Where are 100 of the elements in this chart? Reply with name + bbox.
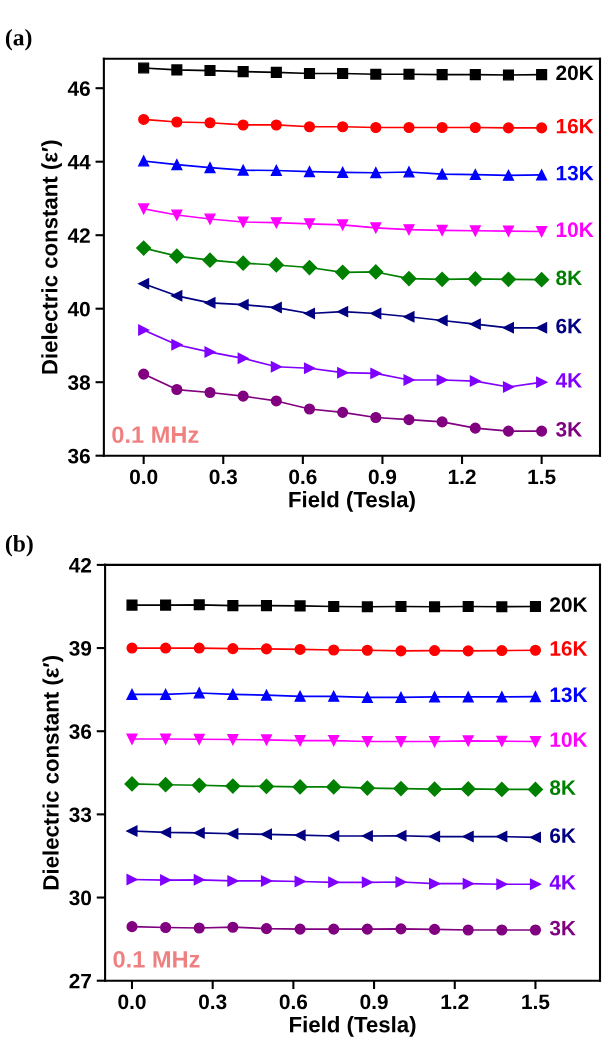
point bbox=[270, 164, 282, 177]
point bbox=[403, 374, 415, 386]
point bbox=[237, 216, 249, 228]
x-tick-label: 0.0 bbox=[130, 469, 158, 485]
point bbox=[138, 113, 150, 125]
series-label: 10K bbox=[556, 222, 594, 238]
series-label: 3K bbox=[556, 421, 582, 437]
point bbox=[303, 403, 316, 415]
point bbox=[171, 290, 183, 302]
point bbox=[303, 362, 316, 374]
point bbox=[270, 302, 282, 314]
point bbox=[429, 691, 441, 703]
point bbox=[529, 691, 542, 703]
y-tick-label: 39 bbox=[69, 641, 92, 656]
annotation: 0.1 MHz bbox=[112, 426, 199, 444]
point bbox=[270, 119, 282, 131]
point bbox=[500, 271, 517, 287]
y-tick-label: 46 bbox=[67, 81, 90, 96]
x-tick-label: 0.3 bbox=[199, 994, 227, 1010]
point bbox=[235, 255, 251, 271]
x-tick-label: 1.5 bbox=[522, 994, 550, 1010]
point bbox=[237, 164, 249, 176]
point bbox=[403, 311, 415, 323]
point bbox=[529, 735, 542, 748]
point bbox=[529, 878, 542, 890]
point bbox=[227, 875, 239, 887]
point bbox=[126, 688, 138, 700]
point bbox=[193, 922, 205, 934]
point bbox=[204, 297, 216, 309]
point bbox=[370, 167, 382, 179]
point bbox=[136, 240, 152, 256]
point bbox=[227, 688, 239, 700]
point bbox=[502, 225, 515, 237]
point bbox=[496, 924, 508, 936]
point bbox=[138, 62, 150, 74]
point bbox=[502, 425, 515, 437]
point bbox=[126, 733, 138, 745]
point bbox=[193, 599, 205, 611]
point bbox=[138, 278, 150, 290]
series-label: 6K bbox=[550, 828, 576, 843]
point bbox=[294, 829, 306, 841]
point bbox=[126, 921, 138, 933]
point bbox=[494, 781, 510, 798]
x-tick-label: 0.3 bbox=[209, 469, 237, 485]
point bbox=[436, 314, 448, 327]
point bbox=[237, 66, 249, 78]
point bbox=[361, 735, 373, 748]
point bbox=[395, 876, 407, 888]
point bbox=[502, 381, 515, 393]
point bbox=[270, 217, 282, 229]
point bbox=[403, 166, 415, 178]
point bbox=[529, 600, 542, 613]
point bbox=[462, 878, 474, 890]
point bbox=[370, 367, 382, 379]
point bbox=[467, 271, 483, 287]
x-tick-label: 0.0 bbox=[118, 994, 146, 1010]
point bbox=[204, 162, 216, 174]
point bbox=[427, 781, 443, 797]
point bbox=[294, 690, 306, 702]
point bbox=[502, 122, 515, 134]
point bbox=[260, 923, 273, 935]
point bbox=[436, 374, 448, 386]
point bbox=[395, 830, 407, 842]
point bbox=[370, 68, 382, 80]
point bbox=[160, 733, 172, 745]
point bbox=[260, 875, 273, 887]
point bbox=[138, 203, 150, 215]
point bbox=[403, 121, 415, 134]
point bbox=[361, 601, 373, 613]
point bbox=[337, 121, 349, 133]
y-tick-label: 40 bbox=[67, 301, 90, 317]
point bbox=[337, 406, 349, 418]
point bbox=[395, 645, 407, 657]
series-label: 20K bbox=[556, 65, 594, 81]
point bbox=[204, 117, 216, 129]
y-tick-label: 36 bbox=[69, 724, 92, 739]
series-label: 8K bbox=[556, 270, 582, 286]
point bbox=[469, 169, 481, 181]
point bbox=[337, 67, 349, 80]
point bbox=[328, 830, 340, 842]
point bbox=[429, 644, 441, 657]
point bbox=[460, 781, 476, 797]
x-axis-title: Field (Tesla) bbox=[290, 1016, 416, 1037]
point bbox=[303, 218, 316, 230]
point bbox=[361, 876, 373, 888]
point bbox=[237, 299, 249, 311]
point bbox=[260, 734, 273, 746]
point bbox=[462, 600, 474, 613]
series-label: 3K bbox=[549, 920, 576, 936]
point bbox=[337, 166, 349, 178]
point bbox=[326, 779, 342, 795]
point bbox=[237, 119, 249, 131]
point bbox=[429, 830, 441, 843]
point bbox=[337, 306, 349, 318]
y-tick-label: 42 bbox=[69, 557, 92, 573]
point bbox=[191, 777, 207, 793]
point bbox=[462, 735, 474, 747]
point bbox=[328, 690, 340, 702]
point bbox=[462, 830, 474, 843]
point bbox=[328, 644, 340, 656]
